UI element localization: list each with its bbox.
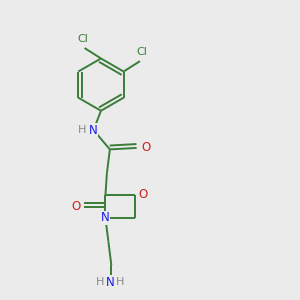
Text: H: H bbox=[116, 277, 124, 287]
Text: N: N bbox=[101, 211, 110, 224]
Text: O: O bbox=[141, 141, 150, 154]
Text: O: O bbox=[71, 200, 80, 213]
Text: N: N bbox=[89, 124, 98, 136]
Text: H: H bbox=[78, 125, 86, 135]
Text: N: N bbox=[106, 276, 114, 289]
Text: H: H bbox=[96, 277, 104, 287]
Text: Cl: Cl bbox=[136, 47, 147, 57]
Text: O: O bbox=[139, 188, 148, 201]
Text: Cl: Cl bbox=[78, 34, 88, 44]
